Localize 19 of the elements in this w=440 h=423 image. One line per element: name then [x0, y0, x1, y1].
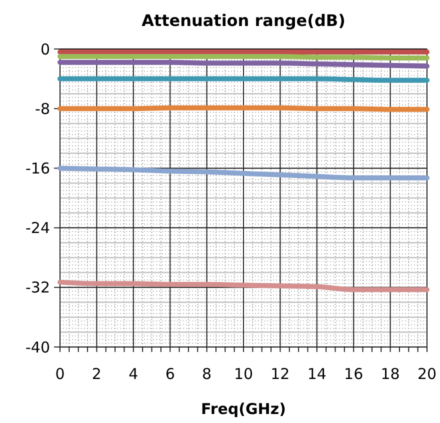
y-tick-label: -8	[35, 100, 50, 118]
x-tick-label: 8	[202, 365, 212, 383]
x-tick-label: 18	[380, 365, 400, 383]
x-tick-label: 10	[234, 365, 254, 383]
x-tick-label: 0	[55, 365, 65, 383]
chart-title: Attenuation range(dB)	[142, 11, 346, 30]
y-tick-label: -32	[26, 278, 50, 297]
y-tick-label: -16	[26, 159, 50, 178]
x-tick-label: 14	[307, 365, 326, 383]
x-tick-label: 4	[128, 365, 138, 383]
x-tick-label: 12	[270, 365, 290, 383]
x-axis-title: Freq(GHz)	[201, 400, 286, 418]
y-tick-label: -40	[26, 338, 50, 356]
x-tick-label: 2	[92, 365, 102, 383]
x-tick-label: 16	[344, 365, 364, 383]
x-tick-label: 20	[417, 365, 437, 383]
y-tick-label: 0	[40, 40, 50, 58]
x-tick-label: 6	[165, 365, 175, 383]
y-tick-label: -24	[26, 219, 50, 238]
